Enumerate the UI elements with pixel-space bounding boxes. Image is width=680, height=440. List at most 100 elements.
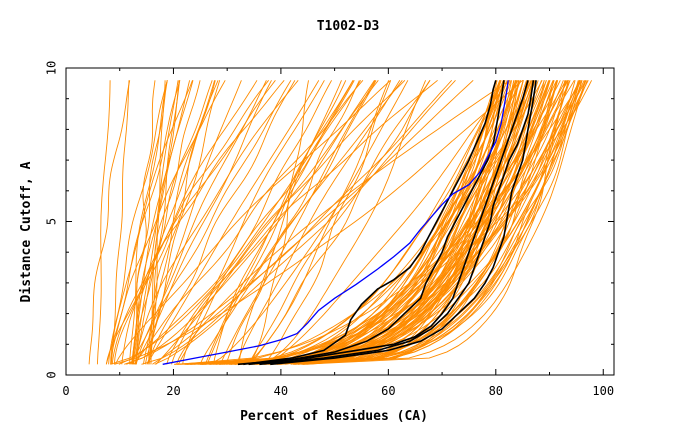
highlight-black-3-line	[248, 80, 529, 366]
background-model-line	[234, 80, 504, 365]
background-model-line	[134, 80, 272, 365]
background-model-line	[113, 80, 285, 365]
background-model-line	[88, 80, 131, 365]
background-model-line	[150, 80, 181, 365]
background-model-line	[150, 80, 180, 365]
background-model-line	[249, 80, 517, 365]
background-model-line	[124, 79, 453, 365]
background-model-line	[209, 80, 583, 365]
background-model-line	[193, 80, 515, 365]
background-model-line	[229, 80, 497, 365]
x-tick-label: 80	[489, 384, 503, 398]
background-model-line	[154, 79, 456, 365]
background-model-line	[248, 80, 431, 365]
background-model-line	[206, 80, 347, 365]
background-model-line	[141, 80, 377, 365]
background-model-line	[200, 80, 561, 365]
background-model-line	[236, 80, 401, 365]
background-model-line	[144, 80, 221, 365]
background-model-line	[294, 80, 508, 365]
background-model-line	[110, 80, 130, 365]
background-model-line	[276, 80, 576, 365]
x-tick-label: 40	[274, 384, 288, 398]
x-tick-label: 0	[62, 384, 69, 398]
background-model-line	[270, 80, 551, 365]
background-model-line	[197, 80, 533, 365]
background-model-line	[271, 80, 501, 365]
y-tick-label: 0	[45, 371, 59, 378]
background-model-line	[264, 80, 528, 365]
background-model-line	[171, 79, 406, 365]
background-model-line	[219, 80, 569, 365]
background-model-line	[185, 80, 587, 365]
background-model-line	[133, 80, 201, 365]
background-model-line	[105, 80, 181, 365]
background-model-line	[111, 80, 258, 365]
background-model-line	[203, 80, 555, 365]
highlight-black-2-line	[237, 80, 505, 366]
background-model-line	[225, 80, 360, 365]
background-model-line	[182, 80, 325, 365]
highlight-blue-line	[162, 80, 509, 365]
background-model-line	[261, 80, 392, 365]
x-tick-label: 100	[592, 384, 614, 398]
highlight-model-lines	[162, 80, 537, 366]
x-axis-label: Percent of Residues (CA)	[240, 409, 428, 424]
background-model-line	[307, 80, 581, 365]
background-model-line	[132, 80, 168, 365]
background-model-line	[218, 80, 524, 365]
y-tick-labels: 0 5 10	[45, 61, 59, 379]
highlight-black-4-line	[259, 80, 535, 366]
background-model-line	[105, 80, 276, 365]
highlight-black-5-line	[270, 80, 537, 366]
background-model-line	[258, 80, 427, 365]
y-tick-label: 10	[45, 61, 59, 75]
background-model-line	[129, 80, 168, 365]
chart-title: T1002-D3	[317, 19, 380, 34]
axis-ticks	[65, 67, 614, 376]
background-model-line	[110, 80, 355, 365]
background-model-line	[166, 79, 438, 365]
highlight-black-1-line	[243, 80, 497, 366]
background-model-line	[148, 80, 242, 365]
x-tick-label: 20	[166, 384, 180, 398]
background-model-line	[219, 80, 376, 365]
background-model-line	[177, 80, 583, 365]
background-model-line	[146, 80, 296, 365]
background-model-line	[266, 80, 510, 365]
background-model-line	[293, 80, 519, 365]
background-model-line	[199, 80, 403, 365]
background-model-line	[132, 80, 191, 365]
background-model-line	[302, 80, 566, 365]
background-model-line	[118, 80, 362, 365]
background-model-line	[238, 80, 342, 365]
background-model-line	[152, 79, 474, 365]
background-model-line	[256, 80, 519, 365]
background-model-line	[135, 80, 156, 365]
background-model-line	[298, 80, 586, 365]
background-model-line	[247, 80, 309, 365]
x-tick-labels: 0 20 40 60 80 100	[62, 384, 614, 398]
background-model-line	[131, 80, 213, 365]
y-tick-label: 5	[45, 218, 59, 225]
x-tick-label: 60	[381, 384, 395, 398]
background-model-line	[250, 80, 431, 365]
background-model-lines	[88, 79, 593, 365]
background-model-line	[146, 80, 320, 365]
background-model-line	[96, 80, 111, 365]
background-model-line	[293, 80, 571, 365]
background-model-line	[213, 80, 354, 365]
background-model-line	[148, 80, 216, 365]
background-model-line	[155, 80, 379, 365]
background-model-line	[135, 80, 299, 365]
background-model-line	[114, 79, 523, 365]
background-model-line	[133, 80, 364, 365]
background-model-line	[129, 80, 292, 365]
y-axis-label: Distance Cutoff, A	[19, 161, 34, 302]
background-model-line	[235, 80, 550, 365]
background-model-line	[254, 80, 535, 365]
background-model-line	[121, 80, 269, 365]
background-model-line	[177, 80, 332, 365]
background-model-line	[204, 80, 354, 365]
